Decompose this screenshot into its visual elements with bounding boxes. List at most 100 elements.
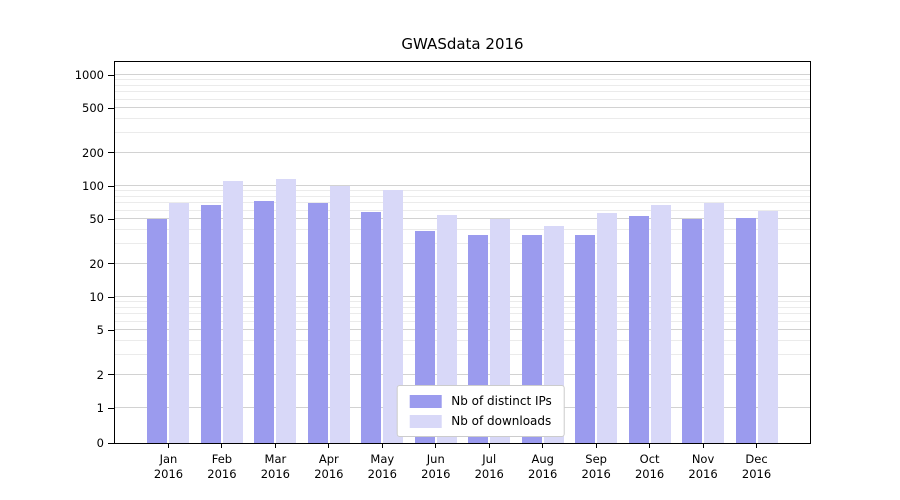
- y-axis-tick-2: [108, 374, 114, 376]
- x-axis-label-dec: Dec 2016: [729, 452, 785, 482]
- bar-nb-of-downloads-may: [383, 189, 404, 443]
- bar-nb-of-distinct-ips-may: [361, 212, 382, 443]
- month-label: Mar: [264, 452, 287, 466]
- month-label: Feb: [211, 452, 233, 466]
- y-axis-label-2: 2: [96, 367, 104, 382]
- y-axis-tick-20: [108, 263, 114, 265]
- x-axis-tick-oct: [649, 444, 651, 448]
- month-label: Jan: [159, 452, 178, 466]
- year-label: 2016: [207, 467, 237, 481]
- x-axis-label-oct: Oct 2016: [622, 452, 678, 482]
- y-axis-label-10: 10: [89, 290, 104, 304]
- year-label: 2016: [314, 467, 344, 481]
- y-axis-label-50: 50: [89, 212, 104, 227]
- x-axis-tick-aug: [542, 444, 544, 448]
- plot-area: Nb of distinct IPs Nb of downloads: [114, 61, 811, 444]
- x-axis-tick-jun: [435, 444, 437, 448]
- x-axis-tick-sep: [595, 444, 597, 448]
- gridline-minor-4: [115, 340, 810, 342]
- gridline-major-100: [115, 185, 810, 186]
- x-axis-tick-feb: [221, 444, 223, 448]
- x-axis-label-jul: Jul 2016: [461, 452, 517, 482]
- x-axis-tick-dec: [756, 444, 758, 448]
- bar-nb-of-distinct-ips-sep: [575, 235, 596, 443]
- gridline-major-2: [115, 373, 810, 375]
- y-axis-tick-500: [108, 107, 114, 109]
- gridline-minor-300: [115, 132, 810, 134]
- legend-swatch-distinct-ips: [409, 394, 442, 408]
- legend: Nb of distinct IPs Nb of downloads: [396, 385, 565, 437]
- x-axis-label-may: May 2016: [354, 452, 410, 482]
- gridline-minor-70: [115, 202, 810, 204]
- bar-nb-of-distinct-ips-mar: [254, 201, 275, 443]
- gridline-minor-900: [115, 79, 810, 81]
- year-label: 2016: [528, 467, 558, 481]
- x-axis-tick-apr: [328, 444, 330, 448]
- year-label: 2016: [474, 467, 504, 481]
- month-label: Jul: [482, 452, 497, 466]
- bar-nb-of-distinct-ips-oct: [628, 215, 649, 443]
- x-axis-label-jan: Jan 2016: [140, 452, 196, 482]
- bar-nb-of-distinct-ips-apr: [307, 203, 328, 443]
- bar-nb-of-downloads-sep: [597, 213, 618, 443]
- month-label: Aug: [531, 452, 554, 466]
- y-axis-label-5: 5: [96, 323, 104, 338]
- bar-nb-of-downloads-feb: [222, 181, 243, 443]
- bar-nb-of-distinct-ips-jan: [147, 219, 168, 443]
- month-label: Sep: [585, 452, 607, 466]
- month-label: Dec: [745, 452, 768, 466]
- gridline-minor-800: [115, 84, 810, 86]
- gridline-minor-8: [115, 306, 810, 308]
- gridline-major-20: [115, 262, 810, 264]
- bar-nb-of-downloads-dec: [757, 211, 778, 443]
- month-label: Nov: [691, 452, 715, 466]
- gridline-major-200: [115, 151, 810, 153]
- x-axis-label-aug: Aug 2016: [515, 452, 571, 482]
- gridline-minor-60: [115, 209, 810, 211]
- bar-nb-of-distinct-ips-dec: [735, 218, 756, 443]
- y-axis-tick-0: [108, 442, 114, 444]
- month-label: Apr: [318, 452, 339, 466]
- gridline-minor-80: [115, 195, 810, 197]
- year-label: 2016: [367, 467, 397, 481]
- bar-nb-of-downloads-nov: [704, 203, 725, 443]
- year-label: 2016: [634, 467, 665, 481]
- y-axis-tick-1000: [108, 74, 114, 76]
- y-axis-label-20: 20: [89, 256, 104, 271]
- legend-swatch-downloads: [409, 414, 442, 428]
- year-label: 2016: [688, 467, 718, 481]
- gridline-minor-40: [115, 229, 810, 231]
- legend-label-distinct-ips: Nb of distinct IPs: [451, 394, 552, 408]
- gridline-minor-6: [115, 320, 810, 322]
- bar-nb-of-distinct-ips-nov: [682, 219, 703, 443]
- gridline-minor-30: [115, 243, 810, 245]
- y-axis-tick-100: [108, 185, 114, 187]
- y-axis-tick-200: [108, 152, 114, 154]
- year-label: 2016: [153, 467, 184, 481]
- y-axis-label-500: 500: [82, 101, 104, 116]
- y-axis-tick-10: [108, 296, 114, 298]
- x-axis-label-jun: Jun 2016: [408, 452, 464, 482]
- bar-nb-of-downloads-mar: [276, 179, 297, 443]
- gridline-major-1000: [115, 74, 810, 75]
- y-axis-tick-50: [108, 218, 114, 220]
- gridline-major-5: [115, 329, 810, 331]
- y-axis-label-1000: 1000: [74, 68, 104, 82]
- month-label: Jun: [426, 452, 445, 466]
- bar-nb-of-downloads-apr: [329, 186, 350, 443]
- year-label: 2016: [260, 467, 291, 481]
- legend-item-downloads: Nb of downloads: [409, 414, 552, 428]
- y-axis-tick-5: [108, 329, 114, 331]
- gridline-minor-400: [115, 118, 810, 120]
- year-label: 2016: [741, 467, 772, 481]
- gridline-minor-600: [115, 98, 810, 100]
- x-axis-label-mar: Mar 2016: [247, 452, 303, 482]
- x-axis-tick-jan: [167, 444, 169, 448]
- year-label: 2016: [421, 467, 451, 481]
- chart-title: GWASdata 2016: [401, 35, 524, 53]
- y-axis-tick-1: [108, 407, 114, 409]
- gridline-major-10: [115, 296, 810, 297]
- y-axis-label-100: 100: [82, 179, 104, 193]
- x-axis-tick-may: [381, 444, 383, 448]
